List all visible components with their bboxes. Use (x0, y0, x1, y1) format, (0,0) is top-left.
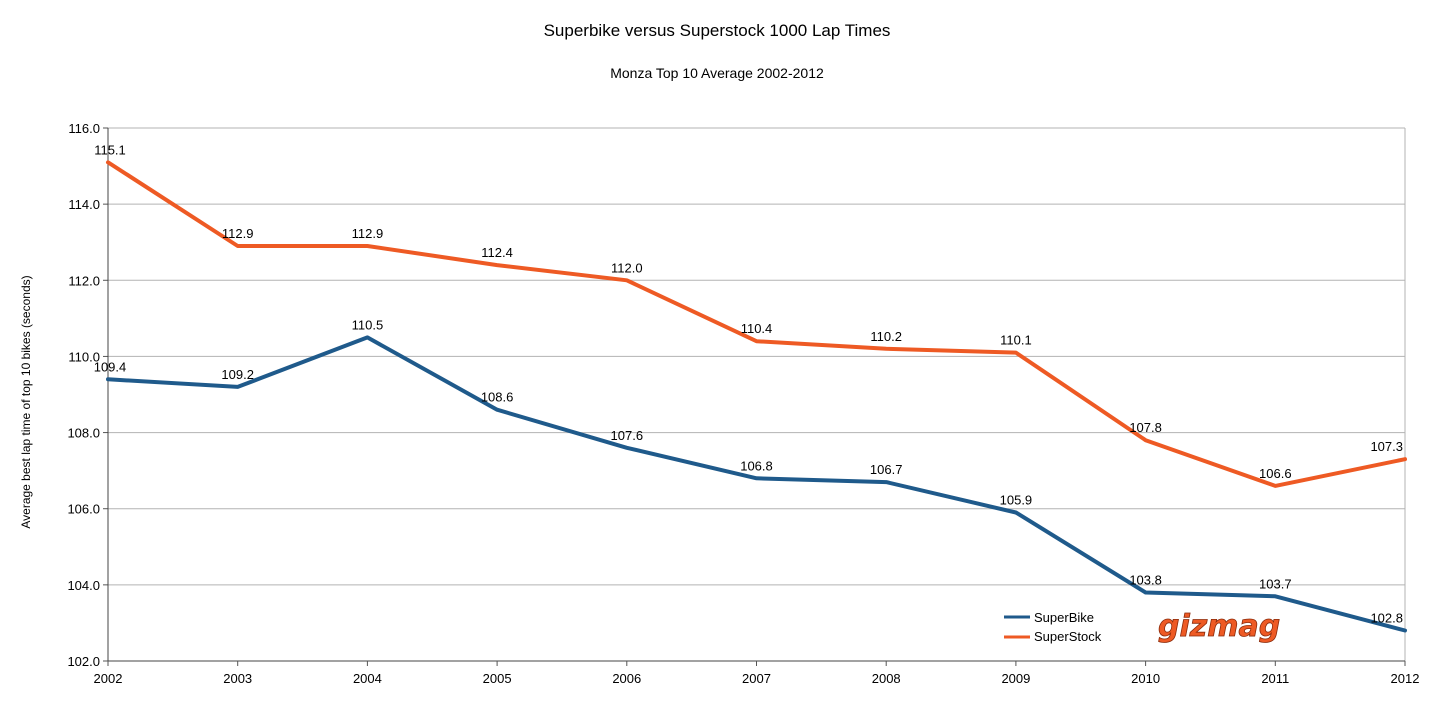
x-tick-label: 2005 (483, 671, 512, 686)
gridlines (108, 127, 1405, 586)
series-line-superbike (106, 335, 1407, 633)
data-label-superbike: 102.8 (1370, 611, 1403, 626)
data-label-superbike: 105.9 (1000, 493, 1033, 508)
axes (103, 127, 1406, 666)
data-label-superstock: 110.1 (1000, 333, 1032, 348)
data-label-superstock: 106.6 (1259, 466, 1292, 481)
data-label-superstock: 112.9 (352, 226, 384, 241)
x-tick-label: 2008 (872, 671, 901, 686)
data-label-superstock: 112.0 (611, 260, 643, 275)
x-tick-label: 2003 (223, 671, 252, 686)
data-label-superbike: 106.7 (870, 462, 903, 477)
gizmag-logo: gizmag (1158, 609, 1280, 644)
data-label-superbike: 103.8 (1129, 572, 1162, 587)
chart-title: Superbike versus Superstock 1000 Lap Tim… (544, 21, 891, 40)
y-tick-label: 110.0 (68, 349, 100, 364)
data-label-superstock: 107.3 (1370, 439, 1403, 454)
data-label-superstock: 110.4 (741, 321, 773, 336)
y-tick-label: 114.0 (68, 197, 100, 212)
data-label-superstock: 107.8 (1129, 420, 1162, 435)
legend-label-superstock: SuperStock (1034, 629, 1102, 644)
legend-label-superbike: SuperBike (1034, 610, 1094, 625)
data-label-superstock: 110.2 (870, 329, 902, 344)
x-tick-label: 2011 (1261, 671, 1289, 686)
y-tick-label: 106.0 (67, 502, 100, 517)
x-tick-labels: 2002 2003 2004 2005 2006 2007 2008 2009 2010 2011… (94, 671, 1420, 686)
data-label-superbike: 109.2 (221, 367, 254, 382)
legend: SuperBike SuperStock (1004, 610, 1102, 644)
y-tick-label: 102.0 (67, 654, 100, 669)
data-label-superstock: 112.9 (222, 226, 254, 241)
chart-subtitle: Monza Top 10 Average 2002-2012 (610, 65, 824, 81)
data-label-superbike: 107.6 (611, 428, 644, 443)
series-line-superstock (106, 160, 1407, 488)
x-tick-label: 2012 (1391, 671, 1420, 686)
y-tick-label: 116.0 (68, 121, 100, 136)
data-label-superbike: 109.4 (94, 359, 127, 374)
data-label-superbike: 106.8 (740, 458, 773, 473)
y-axis-title: Average best lap time of top 10 bikes (s… (19, 275, 33, 528)
data-label-superbike: 110.5 (352, 317, 384, 332)
x-tick-label: 2007 (742, 671, 771, 686)
data-label-superbike: 103.7 (1259, 576, 1292, 591)
x-tick-label: 2010 (1131, 671, 1160, 686)
x-tick-label: 2009 (1001, 671, 1030, 686)
data-label-superbike: 108.6 (481, 390, 514, 405)
x-tick-label: 2006 (612, 671, 641, 686)
y-tick-labels: 102.0 104.0 106.0 108.0 110.0 112.0 114.0 116.0 (67, 121, 100, 669)
data-label-superstock: 115.1 (94, 142, 126, 157)
y-tick-label: 104.0 (67, 578, 100, 593)
y-tick-label: 112.0 (68, 273, 100, 288)
x-tick-label: 2002 (94, 671, 123, 686)
data-label-superstock: 112.4 (481, 245, 513, 260)
series-lines (106, 160, 1407, 633)
data-labels: 109.4 109.2 110.5 108.6 107.6 106.8 106.7 105.9… (94, 142, 1403, 625)
y-tick-label: 108.0 (67, 426, 100, 441)
x-tick-label: 2004 (353, 671, 382, 686)
